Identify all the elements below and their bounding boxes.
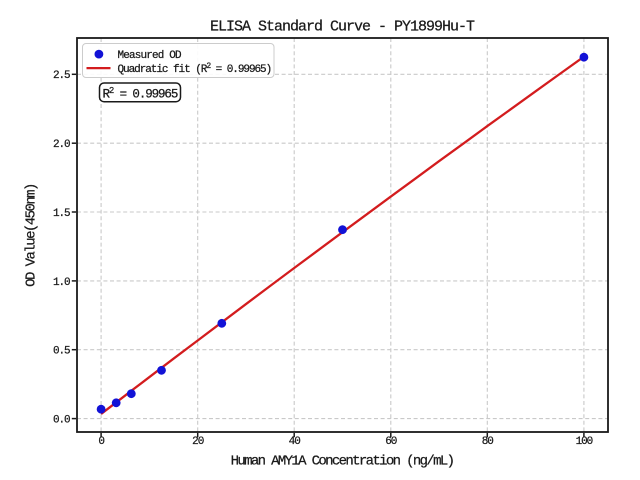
svg-text:80: 80 <box>482 436 494 448</box>
svg-text:2.5: 2.5 <box>53 70 70 82</box>
svg-text:Measured OD: Measured OD <box>118 50 183 62</box>
svg-text:60: 60 <box>385 436 397 448</box>
svg-text:0.5: 0.5 <box>53 346 70 358</box>
svg-text:40: 40 <box>289 436 301 448</box>
svg-text:Quadratic fit (R2 = 0.99965): Quadratic fit (R2 = 0.99965) <box>118 62 272 76</box>
svg-text:R2 = 0.99965: R2 = 0.99965 <box>103 86 178 102</box>
svg-text:2.0: 2.0 <box>53 139 70 151</box>
svg-text:1.5: 1.5 <box>53 208 70 220</box>
svg-text:OD Value(450nm): OD Value(450nm) <box>24 184 40 287</box>
svg-text:Human AMY1A Concentration (ng/: Human AMY1A Concentration (ng/mL) <box>231 454 454 470</box>
svg-text:100: 100 <box>576 436 593 448</box>
svg-text:1.0: 1.0 <box>53 277 70 289</box>
svg-text:ELISA Standard Curve - PY1899H: ELISA Standard Curve - PY1899Hu-T <box>210 19 475 36</box>
svg-text:0: 0 <box>98 436 104 448</box>
svg-text:20: 20 <box>192 436 204 448</box>
svg-text:0.0: 0.0 <box>53 415 70 427</box>
